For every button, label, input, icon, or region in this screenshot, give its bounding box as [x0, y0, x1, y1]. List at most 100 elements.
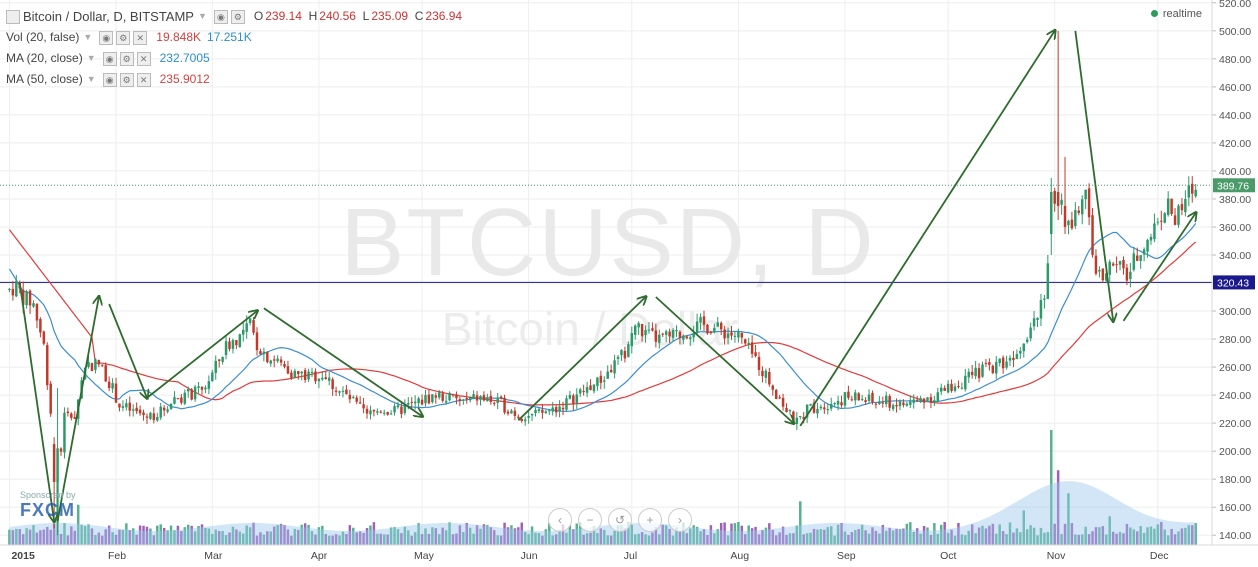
- candle-body: [259, 351, 262, 355]
- volume-bar: [83, 526, 87, 545]
- eye-icon[interactable]: ◉: [99, 30, 114, 45]
- settings-icon[interactable]: ⚙: [119, 72, 134, 87]
- volume-bar: [1153, 528, 1156, 545]
- candle-body: [317, 378, 321, 382]
- candle-body: [799, 416, 802, 418]
- candle-body: [661, 333, 664, 335]
- candle-body: [334, 390, 338, 392]
- volume-bar: [293, 528, 297, 545]
- volume-bar: [286, 529, 290, 545]
- volume-bar: [943, 522, 946, 545]
- zoom-out-button[interactable]: −: [578, 508, 602, 532]
- volume-bar: [1146, 527, 1149, 545]
- candle-body: [795, 417, 799, 425]
- volume-bar: [1067, 493, 1070, 545]
- volume-bar: [510, 525, 513, 545]
- candle-body: [726, 333, 730, 338]
- candle-body: [757, 356, 761, 370]
- sponsor-logo[interactable]: Sponsored by FXCM: [20, 490, 76, 521]
- chevron-down-icon[interactable]: ▼: [86, 53, 96, 63]
- volume-bar: [503, 522, 506, 545]
- chevron-down-icon[interactable]: ▼: [83, 32, 93, 42]
- candle-body: [692, 333, 695, 338]
- volume-bar: [909, 522, 912, 545]
- volume-bar: [675, 527, 678, 545]
- candle-body: [599, 375, 603, 383]
- candle-body: [1187, 185, 1191, 198]
- volume-bar: [248, 527, 252, 545]
- candle-body: [427, 394, 431, 404]
- indicator-vol[interactable]: Vol (20, false) ▼ ◉ ⚙ ✕ 19.848K 17.251K: [6, 27, 462, 48]
- trend-arrow: [18, 282, 54, 521]
- settings-icon[interactable]: ⚙: [230, 9, 245, 24]
- scroll-left-button[interactable]: ‹: [548, 508, 572, 532]
- volume-bar: [585, 533, 589, 545]
- indicator-ma50[interactable]: MA (50, close) ▼ ◉ ⚙ ✕ 235.9012: [6, 69, 462, 90]
- candle-body: [812, 402, 816, 413]
- candle-body: [585, 387, 589, 393]
- volume-bar: [967, 530, 970, 545]
- candle-body: [527, 416, 530, 418]
- indicator-ma20[interactable]: MA (20, close) ▼ ◉ ⚙ ✕ 232.7005: [6, 48, 462, 69]
- candle-body: [1184, 198, 1187, 213]
- candle-body: [946, 383, 950, 393]
- volume-bar: [1029, 525, 1032, 545]
- scroll-right-button[interactable]: ›: [668, 508, 692, 532]
- volume-bar: [46, 526, 49, 545]
- volume-bar: [795, 525, 799, 545]
- candle-body: [104, 365, 107, 382]
- candle-body: [1056, 191, 1060, 206]
- zoom-in-button[interactable]: +: [638, 508, 662, 532]
- volume-bar: [486, 525, 489, 545]
- time-tick-label: Mar: [204, 550, 223, 562]
- candle-body: [915, 399, 919, 401]
- volume-bar: [156, 525, 159, 545]
- volume-bar: [1050, 430, 1053, 545]
- candle-body: [255, 332, 259, 351]
- volume-bar: [1180, 528, 1184, 545]
- candle-body: [1105, 273, 1108, 281]
- close-icon[interactable]: ✕: [136, 51, 151, 66]
- volume-bar: [217, 531, 221, 545]
- candle-body: [1080, 199, 1084, 215]
- support-line: [0, 184, 1212, 283]
- volume-bar: [664, 525, 668, 545]
- volume-bar: [228, 532, 231, 545]
- candle-body: [479, 396, 482, 400]
- chevron-down-icon[interactable]: ▼: [197, 11, 207, 21]
- realtime-indicator: realtime: [1150, 8, 1202, 20]
- candle-body: [984, 362, 988, 364]
- candle-body: [52, 444, 56, 482]
- candle-body: [785, 407, 788, 412]
- candle-body: [11, 288, 15, 296]
- candle-body: [836, 400, 840, 405]
- eye-icon[interactable]: ◉: [213, 9, 228, 24]
- reset-button[interactable]: ↺: [608, 508, 632, 532]
- time-tick-label: May: [414, 550, 435, 562]
- eye-icon[interactable]: ◉: [102, 72, 117, 87]
- candle-body: [162, 407, 166, 411]
- close-icon[interactable]: ✕: [136, 72, 151, 87]
- candle-body: [224, 341, 228, 356]
- close-icon[interactable]: ✕: [133, 30, 148, 45]
- candle-body: [613, 360, 616, 374]
- volume-bar: [118, 529, 121, 545]
- candle-body: [252, 320, 255, 333]
- price-tick-label: 160.00: [1219, 502, 1251, 514]
- settings-icon[interactable]: ⚙: [119, 51, 134, 66]
- settings-icon[interactable]: ⚙: [116, 30, 131, 45]
- candle-body: [156, 416, 159, 421]
- candle-body: [860, 398, 864, 400]
- candle-body: [513, 410, 517, 416]
- chevron-down-icon[interactable]: ▼: [86, 74, 96, 84]
- eye-icon[interactable]: ◉: [102, 51, 117, 66]
- candle-body: [998, 358, 1001, 364]
- candle-body: [190, 389, 193, 400]
- volume-bar: [169, 525, 173, 545]
- volume-bar: [953, 535, 957, 545]
- candle-body: [895, 404, 898, 407]
- candle-body: [1180, 204, 1184, 211]
- trend-arrow: [1074, 30, 1113, 321]
- candle-body: [417, 398, 420, 404]
